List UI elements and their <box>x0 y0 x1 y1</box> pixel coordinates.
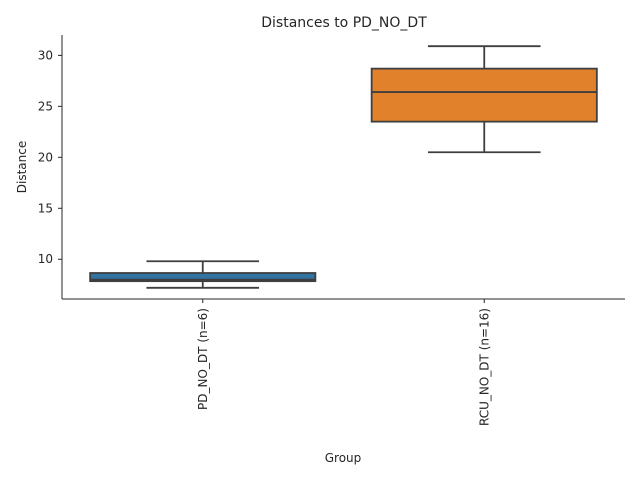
x-tick-label: RCU_NO_DT (n=16) <box>477 308 491 426</box>
y-tick-label: 20 <box>38 150 53 164</box>
y-tick-label: 30 <box>38 48 53 62</box>
y-axis: 10 15 20 25 30 <box>38 48 62 266</box>
x-axis-label: Group <box>325 451 362 465</box>
x-tick-label: PD_NO_DT (n=6) <box>196 308 210 410</box>
y-axis-label: Distance <box>15 141 29 193</box>
y-tick-label: 15 <box>38 201 53 215</box>
y-tick-label: 10 <box>38 252 53 266</box>
iqr-box <box>89 272 317 283</box>
chart-title: Distances to PD_NO_DT <box>261 15 427 31</box>
x-axis: PD_NO_DT (n=6) RCU_NO_DT (n=16) <box>196 299 491 426</box>
iqr-box <box>370 67 598 123</box>
box-group <box>89 260 317 289</box>
box-group <box>370 45 598 154</box>
y-tick-label: 25 <box>38 99 53 113</box>
boxes <box>89 45 598 289</box>
